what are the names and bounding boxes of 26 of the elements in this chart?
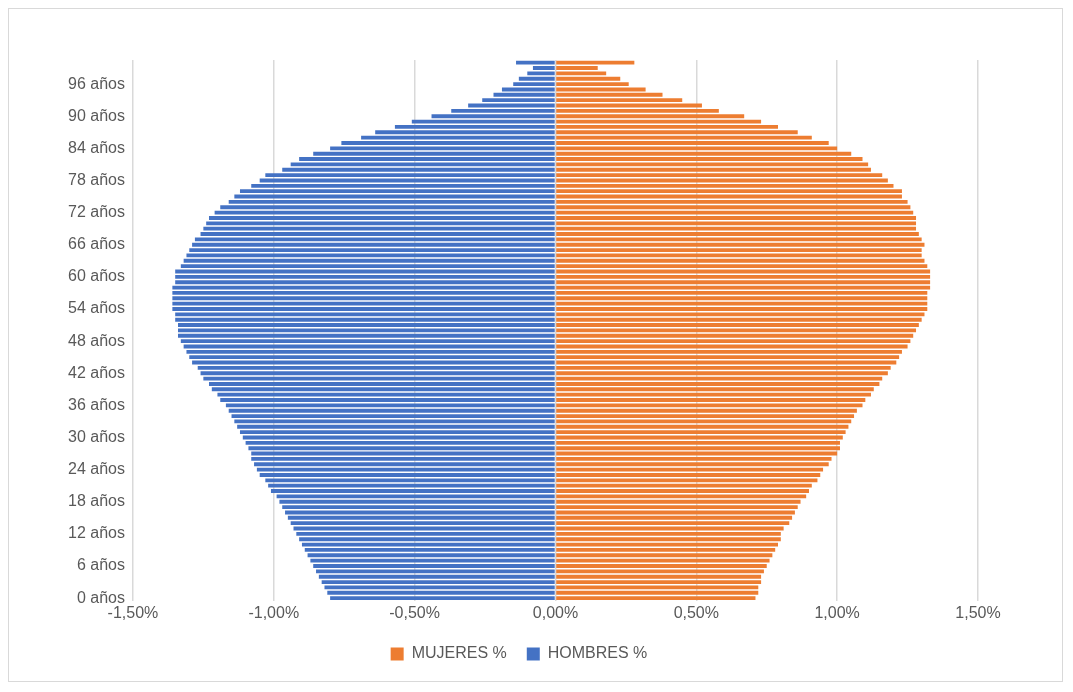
y-tick-label: 78 años (68, 170, 125, 188)
y-tick-label: 30 años (68, 427, 125, 445)
y-tick-label: 84 años (68, 138, 125, 156)
legend-label: MUJERES % (411, 644, 507, 662)
x-tick-label: -0,50% (389, 603, 440, 621)
y-tick-label: 36 años (68, 395, 125, 413)
x-tick-label: 1,50% (955, 603, 1001, 621)
y-tick-label: 0 años (76, 588, 125, 606)
y-tick-label: 54 años (68, 299, 125, 317)
y-tick-label: 66 años (68, 235, 125, 253)
y-tick-label: 60 años (68, 267, 125, 285)
x-tick-label: 0,00% (532, 603, 579, 621)
y-tick-label: 48 años (68, 331, 125, 349)
y-tick-label: 42 años (68, 363, 125, 381)
x-tick-label: -1,00% (248, 603, 300, 621)
y-tick-label: 24 años (68, 460, 125, 478)
x-tick-label: 1,00% (814, 603, 860, 621)
y-tick-label: 72 años (68, 203, 125, 221)
y-tick-label: 90 años (68, 106, 125, 124)
y-tick-label: 18 años (68, 492, 125, 510)
y-tick-label: 6 años (76, 556, 125, 574)
x-tick-label: 0,50% (673, 603, 719, 621)
y-tick-label: 12 años (68, 524, 125, 542)
y-tick-label: 96 años (68, 74, 125, 92)
legend-label: HOMBRES % (547, 644, 648, 662)
x-tick-label: -1,50% (107, 603, 159, 621)
